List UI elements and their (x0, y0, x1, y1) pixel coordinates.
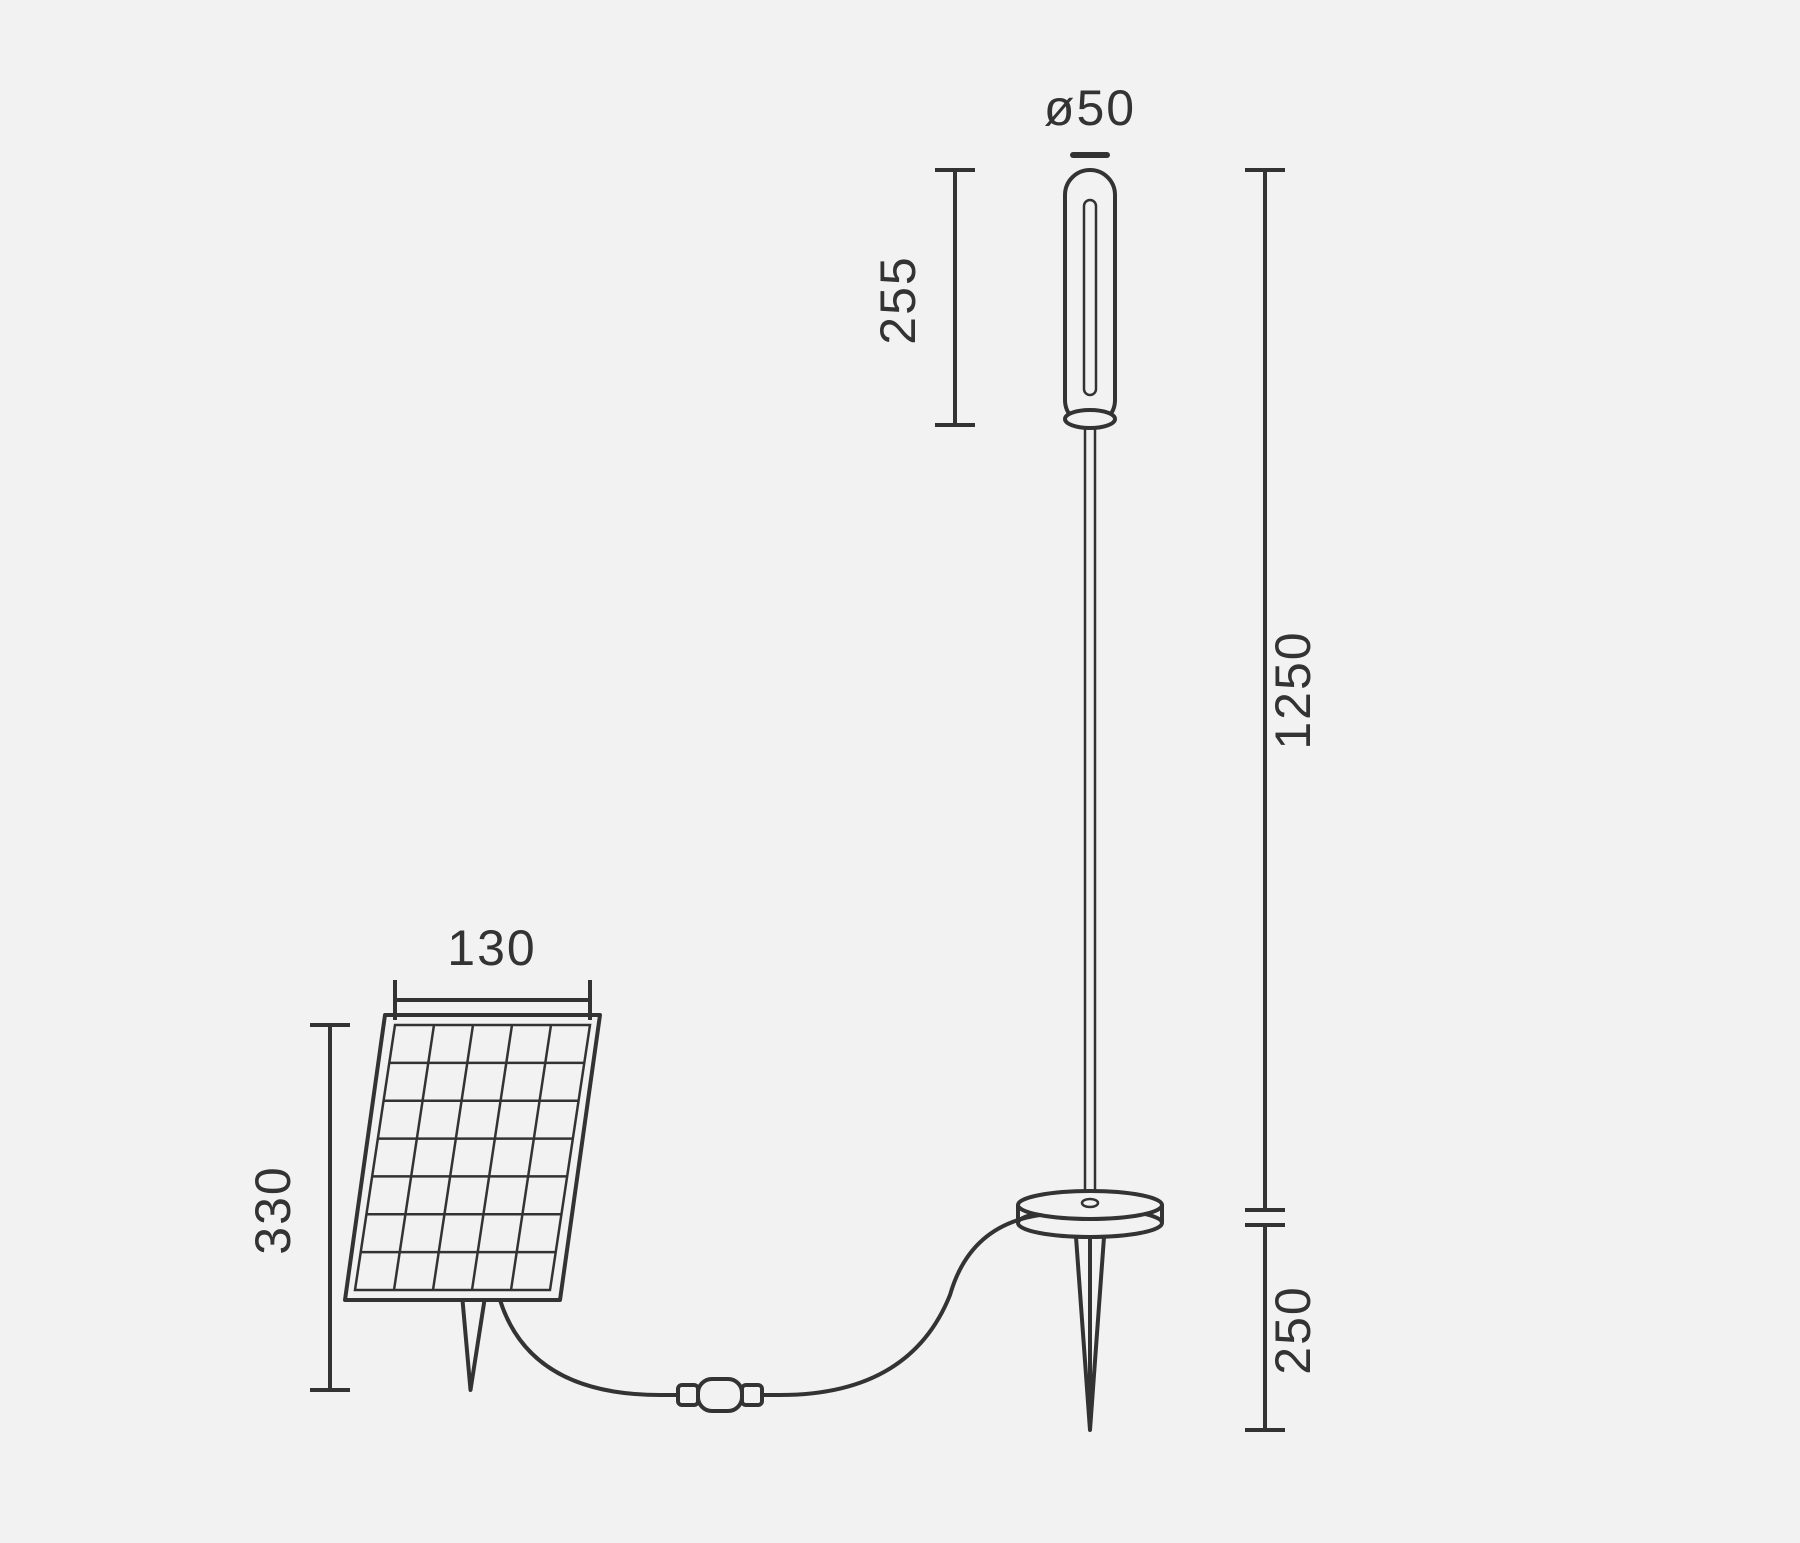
dimension-label: 255 (870, 255, 926, 344)
dimension-label: 330 (245, 1165, 301, 1254)
cable-connector (698, 1379, 742, 1411)
dimension-label: 1250 (1265, 630, 1321, 749)
dimension-label: 130 (447, 920, 536, 976)
dimension-label: 250 (1265, 1285, 1321, 1374)
dimension-label: ø50 (1044, 80, 1136, 136)
